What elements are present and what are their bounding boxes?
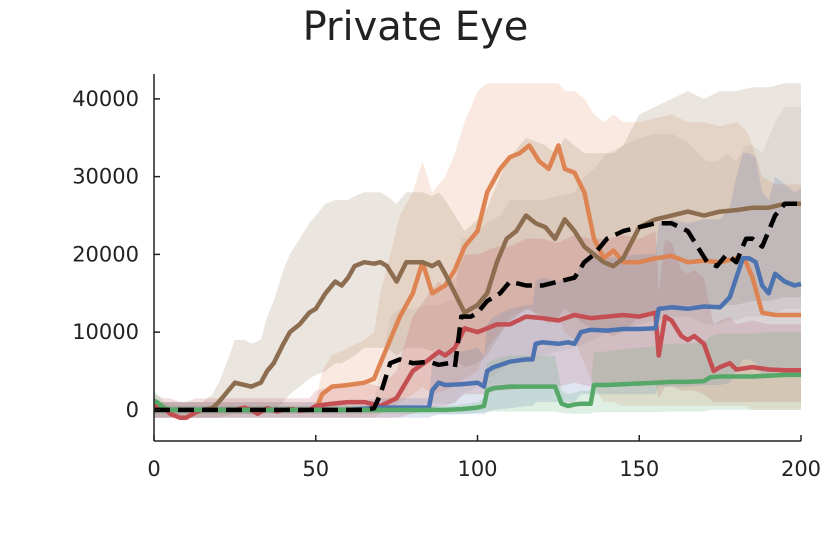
series-4-band xyxy=(154,153,801,418)
y-tick-label: 40000 xyxy=(72,87,139,111)
series-3-band xyxy=(154,231,801,418)
x-tick-label: 50 xyxy=(302,457,329,481)
y-tick-label: 30000 xyxy=(72,165,139,189)
series-5-line xyxy=(154,372,801,413)
chart-title: Private Eye xyxy=(302,4,529,50)
series-2-line xyxy=(154,201,801,413)
series-lines xyxy=(154,143,802,420)
series-1-band xyxy=(154,83,801,418)
y-tick-label: 10000 xyxy=(72,320,139,344)
x-tick-label: 100 xyxy=(457,457,497,481)
x-tick-label: 0 xyxy=(147,457,160,481)
series-4-line xyxy=(154,256,802,413)
y-tick-label: 0 xyxy=(126,398,139,422)
series-5-band xyxy=(154,332,801,414)
x-axis-ticks: 0 50 100 150 200 xyxy=(147,435,821,481)
series-0-band xyxy=(154,106,801,414)
x-tick-label: 200 xyxy=(781,457,821,481)
y-tick-label: 20000 xyxy=(72,242,139,266)
y-axis-ticks: 0 10000 20000 30000 40000 xyxy=(72,87,160,422)
series-1-line xyxy=(154,143,801,413)
confidence-bands xyxy=(154,83,801,418)
series-2-band xyxy=(154,83,801,418)
series-0-line xyxy=(154,201,801,413)
x-tick-label: 150 xyxy=(619,457,659,481)
